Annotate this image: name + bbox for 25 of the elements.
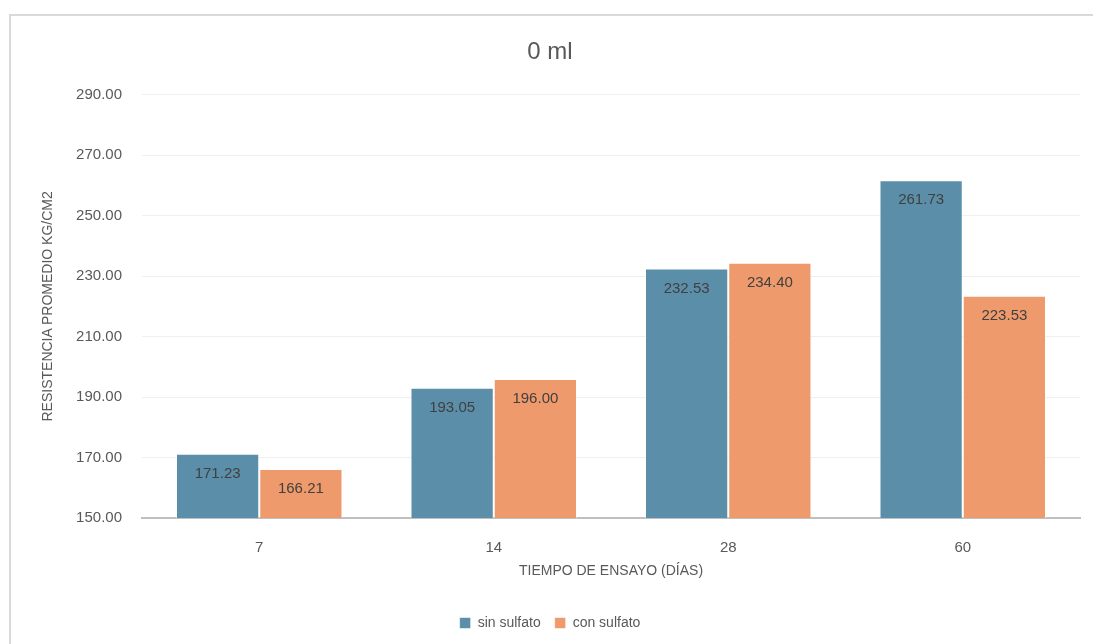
x-tick-label: 7 [255, 538, 264, 556]
y-tick-label: 290.00 [76, 84, 122, 102]
data-label: 234.40 [746, 273, 793, 291]
legend-label: sin sulfato [477, 613, 541, 630]
y-tick-label: 150.00 [76, 508, 122, 526]
y-tick-label: 210.00 [76, 326, 122, 344]
chart-title: 0 ml [527, 37, 573, 65]
x-tick-label: 60 [954, 538, 972, 556]
y-axis-title: RESISTENCIA PROMEDIO KG/CM2 [39, 191, 56, 422]
data-label: 196.00 [512, 389, 559, 407]
y-tick-label: 230.00 [76, 266, 122, 284]
y-tick-label: 170.00 [76, 447, 122, 465]
data-label: 223.53 [981, 305, 1028, 323]
legend-label: con sulfato [572, 613, 641, 630]
data-label: 166.21 [277, 479, 324, 497]
y-tick-label: 190.00 [76, 387, 122, 405]
x-tick-label: 28 [719, 538, 737, 556]
y-tick-label: 250.00 [76, 205, 122, 223]
data-label: 171.23 [194, 463, 241, 481]
data-label: 232.53 [663, 278, 710, 296]
data-label: 261.73 [898, 190, 945, 208]
data-label: 193.05 [429, 398, 476, 416]
x-axis-title: TIEMPO DE ENSAYO (DÍAS) [518, 562, 704, 579]
x-tick-label: 14 [485, 538, 503, 556]
y-tick-label: 270.00 [76, 145, 122, 163]
